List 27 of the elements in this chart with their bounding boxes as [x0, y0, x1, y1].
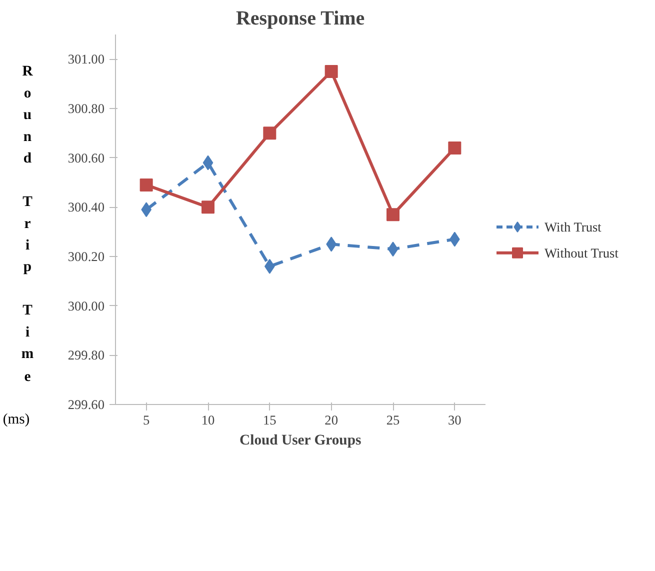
y-tick-label: 300.60 [68, 150, 105, 166]
y-tick-label: 300.80 [68, 101, 105, 116]
point [140, 178, 153, 192]
x-tick-label: 20 [324, 412, 338, 428]
legend-label: Without Trust [544, 245, 619, 260]
y-tick-label: 301.00 [68, 52, 105, 67]
point [263, 126, 276, 140]
y-tick-label: 300.20 [68, 249, 105, 264]
y-tick-label: 299.80 [68, 348, 105, 363]
legend-label: With Trust [544, 220, 602, 234]
point [202, 155, 214, 170]
point [388, 242, 398, 257]
chart-title: Response Time [236, 8, 365, 30]
x-tick-label: 30 [448, 412, 462, 428]
y-tick-label: 299.60 [68, 397, 105, 412]
point [202, 200, 214, 214]
point [324, 65, 338, 78]
x-axis-title: Cloud User Groups [240, 432, 362, 448]
y-tick-label: 300.40 [68, 200, 105, 215]
y-tick-label: 300.00 [68, 298, 105, 314]
text: Round Trip Time (ms) [2, 64, 34, 428]
x-tick-label: 10 [201, 412, 215, 428]
point [448, 141, 462, 154]
x-tick-label: 5 [143, 412, 150, 428]
x-tick-label: 15 [263, 412, 277, 428]
x-tick-label: 25 [386, 412, 400, 428]
point [386, 208, 400, 222]
